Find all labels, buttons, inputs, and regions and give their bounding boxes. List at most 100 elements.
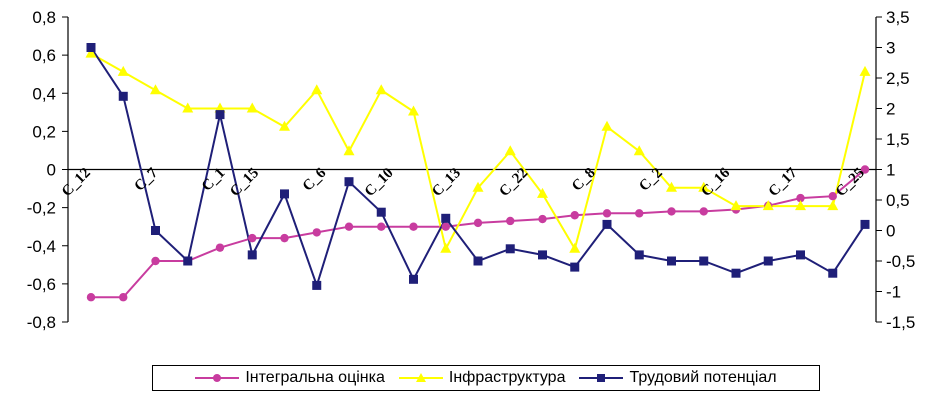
series-2-point	[376, 207, 386, 217]
series-0-point	[377, 222, 386, 231]
series-0-point	[602, 209, 612, 218]
series-1-point	[666, 181, 677, 192]
series-1-point	[408, 105, 419, 116]
series-0-point	[441, 222, 450, 231]
left-tick-label: -0,8	[27, 313, 56, 332]
series-2-point	[441, 213, 451, 223]
legend-swatch-integral	[195, 374, 240, 382]
legend-label-integral: Інтегральна оцінка	[245, 369, 385, 386]
right-tick-label: 2	[886, 100, 895, 119]
left-tick-label: 0,2	[32, 122, 56, 141]
category-label: C_22	[496, 165, 531, 200]
series-0-point	[215, 243, 225, 252]
legend-label-infrastructure: Інфраструктура	[448, 369, 566, 386]
series-2-point	[602, 219, 612, 229]
series-2-point	[731, 268, 741, 278]
series-1-point	[440, 242, 452, 253]
category-label: C_10	[362, 165, 397, 200]
series-0-point	[570, 211, 579, 220]
series-1-point	[633, 145, 645, 156]
series-0-point	[119, 293, 128, 302]
series-0-point	[860, 165, 870, 174]
legend-swatch-infrastructure	[398, 373, 443, 382]
series-2-point	[118, 91, 128, 101]
right-tick-label: 0,5	[886, 191, 910, 210]
series-1-point	[601, 120, 613, 131]
series-line-2	[90, 46, 866, 289]
legend-item-integral: Інтегральна оцінка	[195, 369, 385, 387]
category-label: C_13	[429, 165, 464, 200]
series-2-point	[183, 256, 193, 266]
series-1-point	[730, 200, 742, 211]
series-2-point	[247, 250, 257, 260]
series-1-point	[214, 102, 226, 113]
series-2-point	[473, 256, 483, 266]
series-2-point	[570, 262, 580, 272]
series-1-point	[762, 200, 774, 211]
series-2-point	[409, 274, 418, 284]
series-1-point	[859, 65, 871, 76]
series-0-point	[538, 214, 547, 224]
series-0-point	[473, 218, 483, 228]
series-0-point	[409, 222, 418, 231]
legend-item-infrastructure: Інфраструктура	[398, 369, 566, 387]
right-tick-label: 3	[886, 39, 895, 58]
series-1-point	[569, 242, 581, 253]
right-tick-label: 3,5	[886, 8, 910, 27]
series-markers	[85, 43, 871, 302]
right-tick-label: -1,5	[886, 313, 915, 332]
axes: -0,8 -0,6 -0,4 -0,2 0 0,2 0,4 0,6 0,8 -1,5 -1 -0,5 0…	[27, 8, 916, 332]
left-tick-label: -0,6	[27, 275, 56, 294]
series-1-point	[182, 102, 194, 113]
series-1-point	[150, 84, 161, 95]
right-tick-label: 0	[886, 222, 895, 241]
series-0-point	[280, 233, 289, 243]
right-tick-label: 1,5	[886, 130, 910, 149]
series-2-point	[86, 43, 96, 52]
series-1-point	[537, 187, 548, 198]
legend-label-labor: Трудовий потенціал	[629, 369, 777, 386]
series-2-point	[151, 226, 160, 235]
series-1-point	[472, 181, 484, 192]
right-tick-label: 1	[886, 161, 895, 180]
series-0-point	[828, 191, 837, 201]
series-2-point	[763, 256, 773, 266]
series-2-point	[344, 177, 354, 187]
series-1-point	[246, 102, 258, 113]
series-2-point	[538, 250, 547, 260]
series-0-point	[506, 216, 515, 226]
series-0-point	[248, 233, 257, 243]
series-1-point	[504, 145, 516, 156]
series-1-point	[311, 84, 323, 95]
series-2-point	[312, 280, 322, 290]
left-tick-label: 0,8	[32, 8, 56, 27]
left-tick-label: 0,4	[32, 84, 56, 103]
series-1-point	[698, 181, 710, 192]
series-1-point	[117, 65, 129, 76]
legend: Інтегральна оцінка Інфраструктура Трудов…	[152, 365, 820, 391]
left-tick-label: -0,2	[27, 199, 56, 218]
left-tick-label: 0	[47, 161, 56, 180]
legend-item-labor: Трудовий потенціал	[579, 369, 777, 387]
series-1-point	[375, 84, 387, 95]
series-1-point	[279, 120, 290, 131]
series-0-point	[796, 193, 805, 203]
series-0-point	[312, 228, 321, 237]
series-2-point	[215, 110, 225, 120]
category-label: C_12	[59, 165, 94, 200]
series-1-point	[343, 145, 355, 156]
series-0-point	[635, 209, 644, 218]
legend-swatch-labor	[579, 374, 624, 382]
left-tick-label: -0,4	[27, 237, 56, 256]
series-2-point	[828, 268, 838, 278]
series-1-point	[827, 200, 839, 211]
series-2-point	[505, 244, 515, 254]
right-tick-label: -0,5	[886, 252, 915, 271]
series-2-point	[699, 256, 709, 266]
series-0-point	[667, 207, 676, 216]
series-2-point	[280, 189, 289, 199]
right-tick-label: 2,5	[886, 69, 910, 88]
right-tick-label: -1	[886, 283, 901, 302]
series-2-point	[796, 250, 805, 260]
series-0-point	[344, 222, 354, 231]
